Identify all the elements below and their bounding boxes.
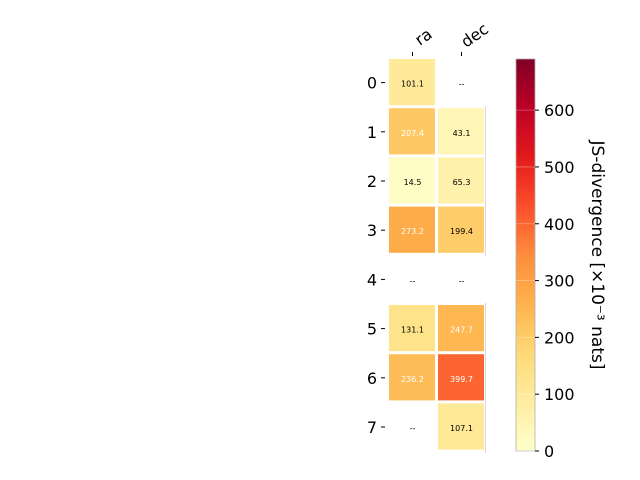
cell-value-label: 65.3 [453,178,471,187]
colorbar-tick-label: 400 [544,215,575,234]
column-label: dec [457,19,491,51]
cell-value-label: 273.2 [401,227,424,236]
heatmap-cell [438,305,484,352]
colorbar-tick-label: 100 [544,385,575,404]
row-label: 4 [367,270,377,289]
cell-missing-label: -- [459,80,465,89]
colorbar-label: JS-divergence [×10⁻³ nats] [587,140,607,370]
row-label: 1 [367,123,377,142]
row-label: 6 [367,369,377,388]
colorbar-tick-label: 500 [544,158,575,177]
cell-value-label: 207.4 [401,129,424,138]
cell-missing-label: -- [410,276,416,285]
colorbar-tick-label: 300 [544,272,575,291]
cell-value-label: 131.1 [401,326,424,335]
row-label: 2 [367,172,377,191]
heatmap-cell [389,206,435,253]
cell-value-label: 247.7 [450,326,473,335]
colorbar-tick-label: 600 [544,101,575,120]
cell-value-label: 236.2 [401,375,424,384]
cell-missing-label: -- [459,276,465,285]
colorbar-tick-label: 0 [544,442,554,461]
row-label: 0 [367,74,377,93]
heatmap-cell [438,403,484,450]
heatmap-cell [389,305,435,352]
cell-value-label: 101.1 [401,80,424,89]
cell-value-label: 107.1 [450,424,473,433]
heatmap-cell [389,157,435,204]
column-label: ra [411,24,435,49]
heatmap-cell [389,59,435,106]
cell-missing-label: -- [410,424,416,433]
colorbar-tick-label: 200 [544,328,575,347]
row-label: 5 [367,320,377,339]
cell-value-label: 199.4 [450,227,473,236]
heatmap-cell [389,354,435,401]
row-label: 3 [367,221,377,240]
cell-value-label: 14.5 [404,178,422,187]
heatmap-cell [438,354,484,401]
row-label: 7 [367,418,377,437]
heatmap-cell [389,108,435,155]
cell-value-label: 399.7 [450,375,473,384]
colorbar [515,58,536,452]
heatmap-cell [438,157,484,204]
cell-value-label: 43.1 [453,129,471,138]
heatmap-cell [438,108,484,155]
heatmap-cell [438,206,484,253]
